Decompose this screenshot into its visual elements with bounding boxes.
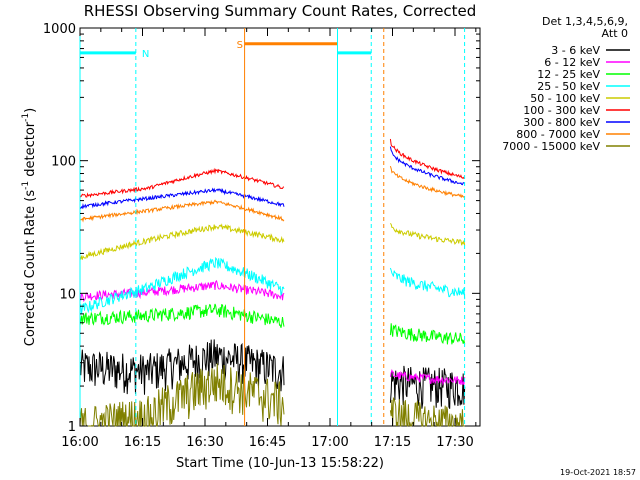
series-layer xyxy=(79,138,466,427)
legend-label: 300 - 800 keV xyxy=(523,116,600,129)
legend-label: 800 - 7000 keV xyxy=(516,128,600,141)
legend-label: 50 - 100 keV xyxy=(530,92,600,105)
x-tick-label: 16:00 xyxy=(61,435,98,450)
x-tick-label: 17:15 xyxy=(374,435,411,450)
series-line-6 xyxy=(79,146,466,210)
annotation-label: N xyxy=(142,49,149,60)
x-tick-label: 16:45 xyxy=(249,435,286,450)
series-line-1 xyxy=(79,279,466,386)
chart-title: RHESSI Observing Summary Count Rates, Co… xyxy=(84,2,477,20)
y-axis-label-part: detector xyxy=(23,121,38,181)
y-axis-label-part: ) xyxy=(23,108,38,113)
legend-label: 100 - 300 keV xyxy=(523,104,600,117)
x-tick-label: 16:15 xyxy=(124,435,161,450)
y-axis-label-part: Corrected Count Rate (s xyxy=(23,190,38,347)
y-tick-label: 1000 xyxy=(43,22,76,37)
y-tick-label: 10 xyxy=(59,287,76,302)
x-axis: 16:00 16:15 16:30 16:45 17:00 17:15 17:30 xyxy=(61,28,477,450)
series-line-8 xyxy=(79,363,465,427)
legend-label: 12 - 25 keV xyxy=(537,68,600,81)
x-tick-label: 17:00 xyxy=(311,435,348,450)
y-axis: 1 10 100 1000 xyxy=(43,22,480,435)
series-line-0 xyxy=(79,339,466,409)
series-line-3 xyxy=(79,256,466,315)
x-tick-label: 17:30 xyxy=(436,435,473,450)
footer-date: 19-Oct-2021 18:57 xyxy=(560,468,636,477)
x-tick-label: 16:30 xyxy=(186,435,223,450)
legend-header: Det 1,3,4,5,6,9, xyxy=(542,15,628,28)
annotation-layer: NS xyxy=(79,28,466,426)
y-axis-label-sup: -1 xyxy=(21,113,31,122)
x-axis-label: Start Time (10-Jun-13 15:58:22) xyxy=(176,456,384,471)
series-line-4 xyxy=(79,223,466,260)
legend-label: 7000 - 15000 keV xyxy=(502,140,600,153)
series-line-5 xyxy=(79,138,465,199)
y-axis-label-sup: -1 xyxy=(21,181,31,190)
legend-label: 3 - 6 keV xyxy=(551,44,600,57)
legend-label: 25 - 50 keV xyxy=(537,80,600,93)
y-axis-label: Corrected Count Rate (s-1 detector-1) xyxy=(21,108,38,346)
y-tick-label: 1 xyxy=(68,420,76,435)
y-tick-label: 100 xyxy=(51,155,76,170)
legend-header: Att 0 xyxy=(602,27,628,40)
legend-label: 6 - 12 keV xyxy=(544,56,600,69)
series-line-2 xyxy=(79,303,466,345)
annotation-label: S xyxy=(237,40,243,51)
series-line-7 xyxy=(79,165,466,223)
